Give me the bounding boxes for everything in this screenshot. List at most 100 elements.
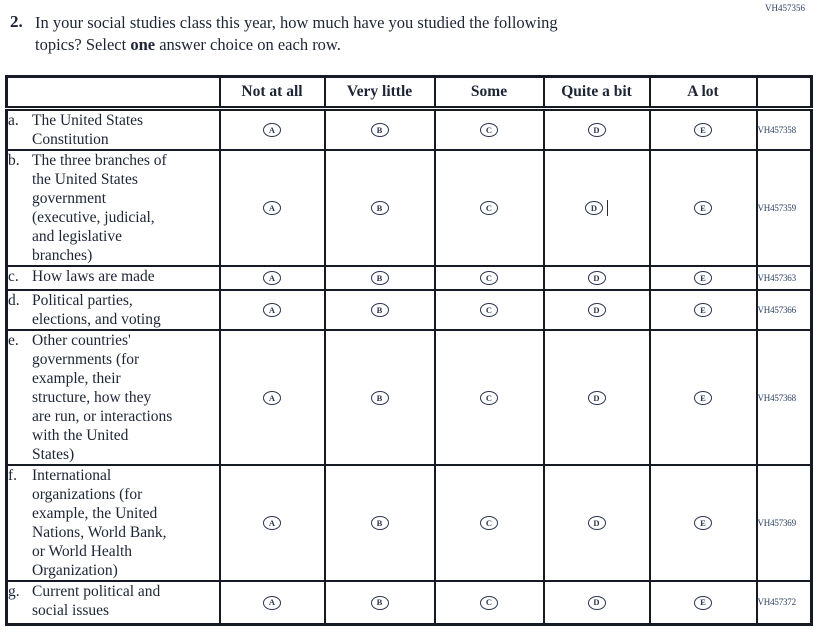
option-cell-e[interactable]: E (648, 329, 758, 466)
option-cell-d[interactable]: D (542, 149, 651, 267)
topic-cell: d. Political parties, elections, and voti… (5, 289, 221, 331)
option-cell-b[interactable]: B (323, 464, 436, 582)
questionnaire-table: Not at all Very little Some Quite a bit … (5, 75, 813, 626)
option-bubble-a[interactable]: A (263, 271, 281, 286)
option-bubble-e[interactable]: E (694, 201, 712, 216)
option-bubble-d[interactable]: D (585, 201, 603, 216)
option-bubble-a[interactable]: A (263, 123, 281, 138)
option-bubble-c[interactable]: C (480, 303, 498, 318)
page-item-code: VH457356 (765, 3, 805, 13)
option-bubble-d[interactable]: D (587, 303, 606, 318)
option-bubble-c[interactable]: C (480, 201, 498, 216)
option-bubble-b[interactable]: B (370, 390, 389, 405)
option-bubble-a[interactable]: A (263, 516, 281, 531)
topic-text: Other countries' governments (for exampl… (32, 332, 173, 463)
option-cell-a[interactable]: A (218, 464, 326, 582)
option-bubble-b[interactable]: B (370, 595, 389, 610)
option-cell-b[interactable]: B (323, 265, 436, 291)
option-cell-d[interactable]: D (542, 464, 651, 582)
option-cell-e[interactable]: E (648, 107, 758, 151)
option-cell-a[interactable]: A (218, 149, 326, 267)
option-cell-c[interactable]: C (433, 329, 545, 466)
option-bubble-d[interactable]: D (587, 595, 606, 610)
option-cell-a[interactable]: A (218, 329, 326, 466)
table-header: Not at all Very little Some Quite a bit … (5, 75, 813, 111)
option-bubble-d[interactable]: D (587, 516, 606, 531)
topic-cell: f. International organizations (for examp… (5, 464, 221, 582)
table-body: a. The United States Constitution A B C D E VH… (5, 107, 813, 625)
option-bubble-b[interactable]: B (370, 516, 389, 531)
option-cell-c[interactable]: C (433, 289, 545, 331)
row-item-code: VH457358 (755, 107, 813, 151)
option-bubble-c[interactable]: C (480, 516, 498, 531)
question-line-2: topics? Select one answer choice on each… (35, 34, 341, 54)
table-row: b. The three branches of the United State… (5, 149, 813, 267)
question-number: 2. (10, 12, 23, 31)
option-bubble-e[interactable]: E (694, 303, 712, 318)
header-code (755, 75, 813, 111)
row-letter: c. (8, 268, 19, 285)
option-cell-d[interactable]: D (542, 329, 651, 466)
option-cell-c[interactable]: C (433, 107, 545, 151)
option-bubble-e[interactable]: E (694, 123, 712, 138)
option-cell-e[interactable]: E (648, 149, 758, 267)
option-cell-a[interactable]: A (218, 265, 326, 291)
option-cell-e[interactable]: E (648, 289, 758, 331)
option-bubble-d[interactable]: D (587, 271, 606, 286)
option-cell-c[interactable]: C (433, 464, 545, 582)
option-bubble-e[interactable]: E (694, 390, 712, 405)
option-cell-c[interactable]: C (433, 149, 545, 267)
option-bubble-c[interactable]: C (480, 271, 498, 286)
row-item-code: VH457363 (755, 265, 813, 291)
header-not-at-all: Not at all (218, 75, 326, 111)
table-row: d. Political parties, elections, and voti… (5, 289, 813, 331)
option-bubble-a[interactable]: A (263, 390, 281, 405)
row-letter: f. (8, 467, 18, 484)
option-cell-b[interactable]: B (323, 289, 436, 331)
option-bubble-b[interactable]: B (370, 303, 389, 318)
option-cell-e[interactable]: E (648, 265, 758, 291)
option-bubble-c[interactable]: C (480, 123, 498, 138)
option-cell-c[interactable]: C (433, 265, 545, 291)
option-bubble-a[interactable]: A (263, 201, 281, 216)
row-letter: g. (8, 583, 20, 600)
table-row: c. How laws are made A B C D E VH457363 (5, 265, 813, 291)
option-cell-a[interactable]: A (218, 289, 326, 331)
row-item-code: VH457372 (755, 580, 813, 625)
option-cell-d[interactable]: D (542, 580, 651, 625)
option-cell-a[interactable]: A (218, 107, 326, 151)
option-cell-b[interactable]: B (323, 329, 436, 466)
option-bubble-b[interactable]: B (370, 123, 389, 138)
option-cell-c[interactable]: C (433, 580, 545, 625)
option-bubble-c[interactable]: C (480, 390, 498, 405)
option-cell-e[interactable]: E (648, 580, 758, 625)
option-bubble-e[interactable]: E (694, 595, 712, 610)
option-cell-b[interactable]: B (323, 107, 436, 151)
row-item-code: VH457359 (755, 149, 813, 267)
option-cell-e[interactable]: E (648, 464, 758, 582)
topic-text: How laws are made (32, 268, 155, 285)
option-bubble-d[interactable]: D (587, 123, 606, 138)
topic-cell: a. The United States Constitution (5, 107, 221, 151)
header-a-lot: A lot (648, 75, 758, 111)
text-cursor (607, 200, 608, 217)
option-bubble-d[interactable]: D (587, 390, 606, 405)
option-cell-d[interactable]: D (542, 265, 651, 291)
option-bubble-a[interactable]: A (263, 303, 281, 318)
option-cell-d[interactable]: D (542, 289, 651, 331)
topic-text: Current political and social issues (32, 583, 161, 619)
option-cell-b[interactable]: B (323, 149, 436, 267)
question-line-1: In your social studies class this year, … (35, 13, 558, 32)
option-bubble-c[interactable]: C (480, 595, 498, 610)
option-bubble-b[interactable]: B (370, 201, 389, 216)
option-bubble-b[interactable]: B (370, 271, 389, 286)
question-block: 2. In your social studies class this yea… (10, 12, 558, 55)
table-row: a. The United States Constitution A B C D E VH… (5, 107, 813, 151)
option-bubble-e[interactable]: E (694, 516, 712, 531)
option-bubble-e[interactable]: E (694, 271, 712, 286)
option-bubble-a[interactable]: A (263, 595, 281, 610)
option-cell-b[interactable]: B (323, 580, 436, 625)
option-cell-a[interactable]: A (218, 580, 326, 625)
table-row: f. International organizations (for examp… (5, 464, 813, 582)
option-cell-d[interactable]: D (542, 107, 651, 151)
